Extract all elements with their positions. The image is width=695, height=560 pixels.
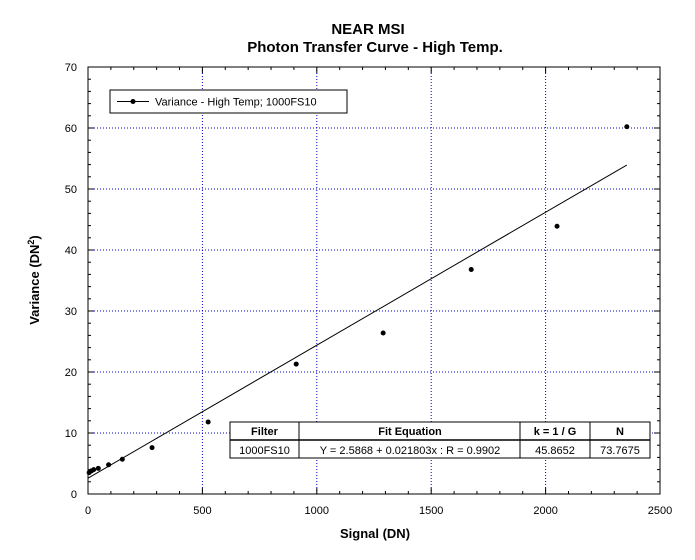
data-point [380, 330, 386, 336]
legend-label: Variance - High Temp; 1000FS10 [155, 97, 317, 109]
fit-line [87, 164, 628, 479]
legend-marker [130, 99, 136, 104]
data-point [554, 223, 560, 229]
data-point [91, 467, 97, 473]
fit-table-cell-k: 45.8652 [535, 445, 575, 457]
data-point [293, 361, 299, 367]
x-axis-label: Signal (DN) [340, 526, 410, 541]
data-point [468, 267, 474, 273]
chart-title: NEAR MSI [331, 21, 404, 38]
fit-table-header-k: k = 1 / G [534, 426, 577, 438]
y-tick-label: 50 [65, 184, 77, 196]
x-tick-label: 1000 [305, 505, 329, 517]
y-tick-label: 70 [65, 62, 77, 74]
y-tick-label: 30 [65, 306, 77, 318]
axis-ticks: 0 500 1000 1500 2000 2500 0 10 20 30 40 50 60 70 [65, 62, 672, 517]
fit-table-header-n: N [616, 426, 624, 438]
data-point [95, 465, 101, 471]
x-tick-label: 0 [85, 505, 91, 517]
y-tick-label: 0 [71, 489, 77, 501]
fit-table-cell-n: 73.7675 [600, 445, 640, 457]
x-tick-label: 1500 [419, 505, 443, 517]
data-point [106, 462, 112, 468]
data-point [624, 124, 630, 130]
y-axis-label: Variance (DN2) [26, 235, 42, 325]
y-tick-label: 10 [65, 428, 77, 440]
data-point [119, 456, 125, 462]
y-tick-label: 20 [65, 367, 77, 379]
plot-frame [87, 66, 661, 495]
chart-subtitle: Photon Transfer Curve - High Temp. [247, 39, 503, 56]
fit-table: Filter Fit Equation k = 1 / G N 1000FS10… [229, 421, 651, 459]
y-tick-label: 60 [65, 123, 77, 135]
legend: Variance - High Temp; 1000FS10 [109, 89, 348, 114]
fit-line-group [87, 164, 628, 479]
fit-table-cell-filter: 1000FS10 [239, 445, 290, 457]
fit-table-cell-equation: Y = 2.5868 + 0.021803x : R = 0.9902 [320, 445, 501, 457]
fit-table-header-equation: Fit Equation [378, 426, 442, 438]
y-axis-label-superscript: 2 [26, 240, 36, 245]
data-point [149, 445, 155, 451]
legend-box [109, 89, 348, 114]
data-point [205, 419, 211, 425]
data-points [86, 124, 630, 476]
x-tick-label: 500 [193, 505, 211, 517]
x-tick-label: 2500 [648, 505, 672, 517]
x-tick-label: 2000 [533, 505, 557, 517]
fit-table-header-filter: Filter [251, 426, 279, 438]
y-tick-label: 40 [65, 245, 77, 257]
